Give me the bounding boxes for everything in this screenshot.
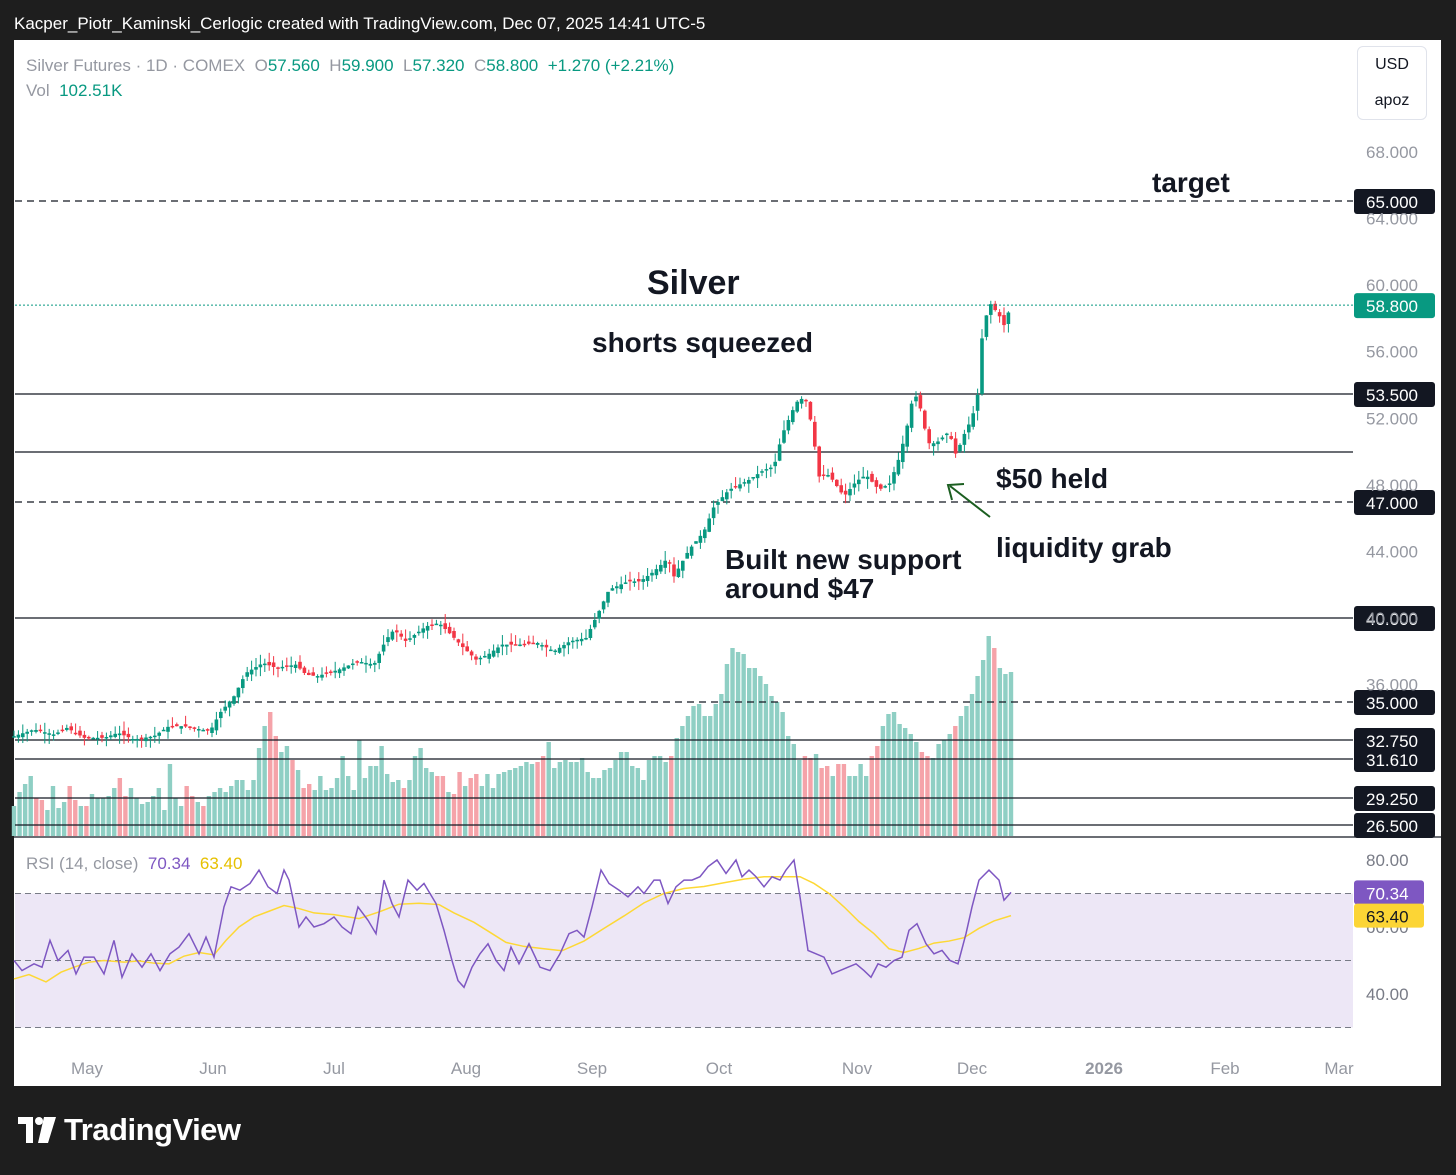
- brand-name: TradingView: [64, 1112, 241, 1147]
- open-value: 57.560: [267, 56, 320, 75]
- chart-panel[interactable]: Silver Futures · 1D · COMEX O57.560 H59.…: [14, 40, 1441, 1086]
- rsi-legend: RSI (14, close) 70.34 63.40: [26, 854, 242, 874]
- rsi-legend-label: RSI (14, close): [26, 854, 139, 873]
- volume-legend: Vol 102.51K: [26, 81, 122, 101]
- indicator-label[interactable]: apoz: [1374, 92, 1410, 109]
- tradingview-logo-icon: [18, 1117, 56, 1143]
- low-value: 57.320: [412, 56, 465, 75]
- symbol-legend: Silver Futures · 1D · COMEX O57.560 H59.…: [26, 56, 674, 76]
- low-label: L: [403, 56, 413, 75]
- close-label: C: [473, 56, 487, 75]
- symbol-name: Silver Futures · 1D · COMEX: [26, 56, 246, 75]
- change-value: +1.270 (+2.21%): [547, 56, 675, 75]
- vol-label: Vol: [26, 81, 50, 100]
- open-label: O: [254, 56, 268, 75]
- close-value: 58.800: [486, 56, 539, 75]
- currency-label[interactable]: USD: [1375, 56, 1409, 73]
- tradingview-logo: TradingView: [18, 1112, 241, 1148]
- high-value: 59.900: [341, 56, 394, 75]
- rsi-legend-value: 70.34: [147, 854, 191, 873]
- currency-selector[interactable]: USD apoz: [1357, 46, 1427, 120]
- high-label: H: [329, 56, 342, 75]
- vol-value: 102.51K: [59, 81, 123, 100]
- chart-credit: Kacper_Piotr_Kaminski_Cerlogic created w…: [14, 14, 706, 33]
- rsi-ma-legend-value: 63.40: [199, 854, 243, 873]
